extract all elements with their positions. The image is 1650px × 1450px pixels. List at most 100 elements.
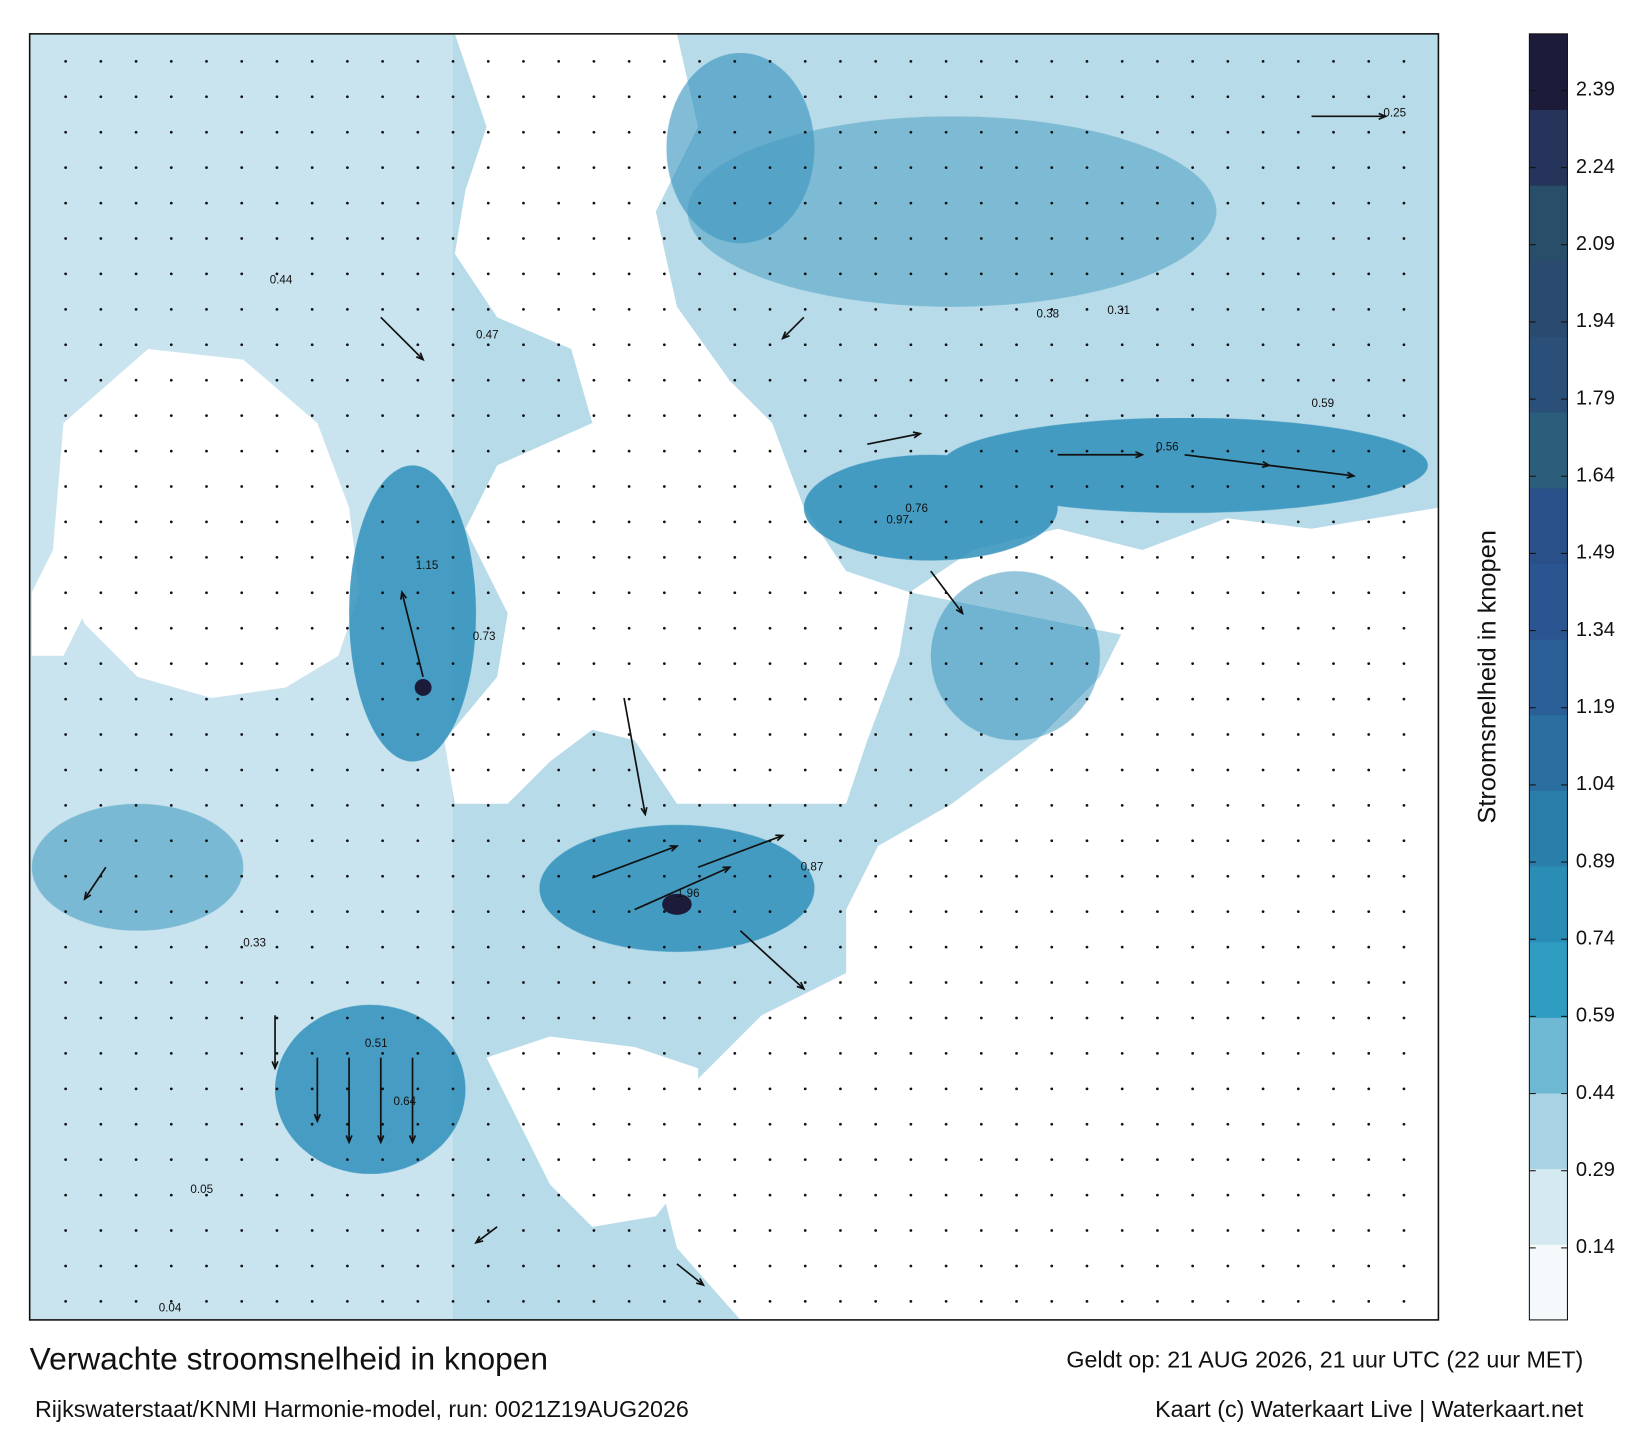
grid-dot — [1120, 945, 1124, 949]
grid-dot — [1050, 1016, 1054, 1020]
grid-dot — [944, 201, 948, 205]
grid-dot — [909, 130, 913, 134]
grid-dot — [240, 378, 244, 382]
grid-dot — [627, 1193, 631, 1197]
grid-dot — [733, 1193, 737, 1197]
grid-dot — [1050, 414, 1054, 418]
grid-dot — [909, 59, 913, 63]
grid-dot — [346, 910, 349, 914]
grid-dot — [99, 378, 103, 382]
grid-dot — [522, 1122, 525, 1126]
grid-dot — [698, 201, 701, 205]
grid-dot — [99, 626, 103, 630]
grid-dot — [592, 1264, 596, 1268]
grid-dot — [1367, 485, 1371, 488]
grid-dot — [803, 485, 807, 488]
grid-dot — [522, 874, 525, 878]
grid-dot — [698, 485, 701, 488]
grid-dot — [240, 1229, 244, 1232]
grid-dot — [1050, 520, 1054, 524]
grid-dot — [275, 378, 279, 382]
grid-dot — [1402, 201, 1406, 205]
grid-dot — [416, 662, 420, 666]
grid-dot — [979, 272, 983, 276]
grid-dot — [1296, 307, 1300, 311]
grid-dot — [240, 662, 244, 666]
colorbar-tick-label: 1.64 — [1576, 465, 1615, 487]
grid-dot — [346, 662, 349, 666]
value-label: 0.38 — [1037, 307, 1060, 320]
value-labels: 1.96 0.87 1.15 0.64 0.97 0.51 0.33 0.05 0.04 0.44… — [159, 106, 1406, 1314]
grid-dot — [451, 626, 455, 630]
grid-dot — [627, 1087, 631, 1091]
colorbar-band — [1529, 1244, 1568, 1321]
grid-dot — [1332, 697, 1335, 701]
grid-dot — [1367, 910, 1371, 914]
grid-dot — [1332, 910, 1335, 914]
grid-dot — [1296, 662, 1300, 666]
grid-dot — [1156, 1122, 1159, 1126]
grid-dot — [557, 59, 561, 63]
grid-dot — [1332, 981, 1335, 984]
grid-dot — [1402, 591, 1406, 595]
grid-dot — [627, 804, 631, 807]
grid-dot — [1332, 378, 1335, 382]
grid-dot — [592, 697, 596, 701]
grid-dot — [662, 166, 666, 170]
grid-dot — [1332, 804, 1335, 807]
grid-dot — [486, 1300, 490, 1303]
grid-dot — [205, 1158, 208, 1162]
grid-dot — [768, 59, 772, 63]
grid-dot — [1085, 1016, 1089, 1020]
grid-dot — [522, 130, 525, 134]
grid-dot — [205, 697, 208, 701]
grid-dot — [169, 1158, 173, 1162]
grid-dot — [486, 130, 490, 134]
grid-dot — [627, 520, 631, 524]
grid-dot — [1261, 981, 1265, 984]
grid-dot — [1367, 201, 1371, 205]
grid-dot — [416, 272, 420, 276]
grid-dot — [1332, 201, 1335, 205]
grid-dot — [874, 272, 878, 276]
grid-dot — [803, 555, 807, 559]
grid-dot — [839, 697, 842, 701]
grid-dot — [1191, 414, 1195, 418]
grid-dot — [381, 768, 384, 772]
grid-dot — [1261, 591, 1265, 595]
grid-dot — [803, 733, 807, 736]
grid-dot — [592, 1300, 596, 1303]
grid-dot — [1261, 449, 1265, 453]
grid-dot — [310, 1087, 314, 1091]
grid-dot — [768, 414, 772, 418]
grid-dot — [416, 591, 420, 595]
grid-dot — [592, 1052, 596, 1055]
grid-dot — [557, 945, 561, 949]
grid-dot — [1296, 1193, 1300, 1197]
grid-dot — [169, 1016, 173, 1020]
grid-dot — [839, 555, 842, 559]
grid-dot — [1367, 166, 1371, 170]
grid-dot — [169, 1300, 173, 1303]
grid-dot — [134, 343, 138, 347]
grid-dot — [134, 1300, 138, 1303]
grid-dot — [486, 697, 490, 701]
grid-dot — [1120, 307, 1124, 311]
grid-dot — [1156, 697, 1159, 701]
grid-dot — [803, 1052, 807, 1055]
grid-dot — [698, 95, 701, 99]
grid-dot — [1050, 237, 1054, 240]
grid-dot — [99, 1016, 103, 1020]
colorbar-band — [1529, 412, 1568, 489]
grid-dot — [1085, 414, 1089, 418]
grid-dot — [1261, 59, 1265, 63]
grid-dot — [874, 768, 878, 772]
grid-dot — [64, 1193, 68, 1197]
grid-dot — [240, 839, 244, 843]
grid-dot — [381, 981, 384, 984]
grid-dot — [662, 201, 666, 205]
grid-dot — [803, 1300, 807, 1303]
grid-dot — [275, 1122, 279, 1126]
grid-dot — [310, 378, 314, 382]
grid-dot — [839, 59, 842, 63]
